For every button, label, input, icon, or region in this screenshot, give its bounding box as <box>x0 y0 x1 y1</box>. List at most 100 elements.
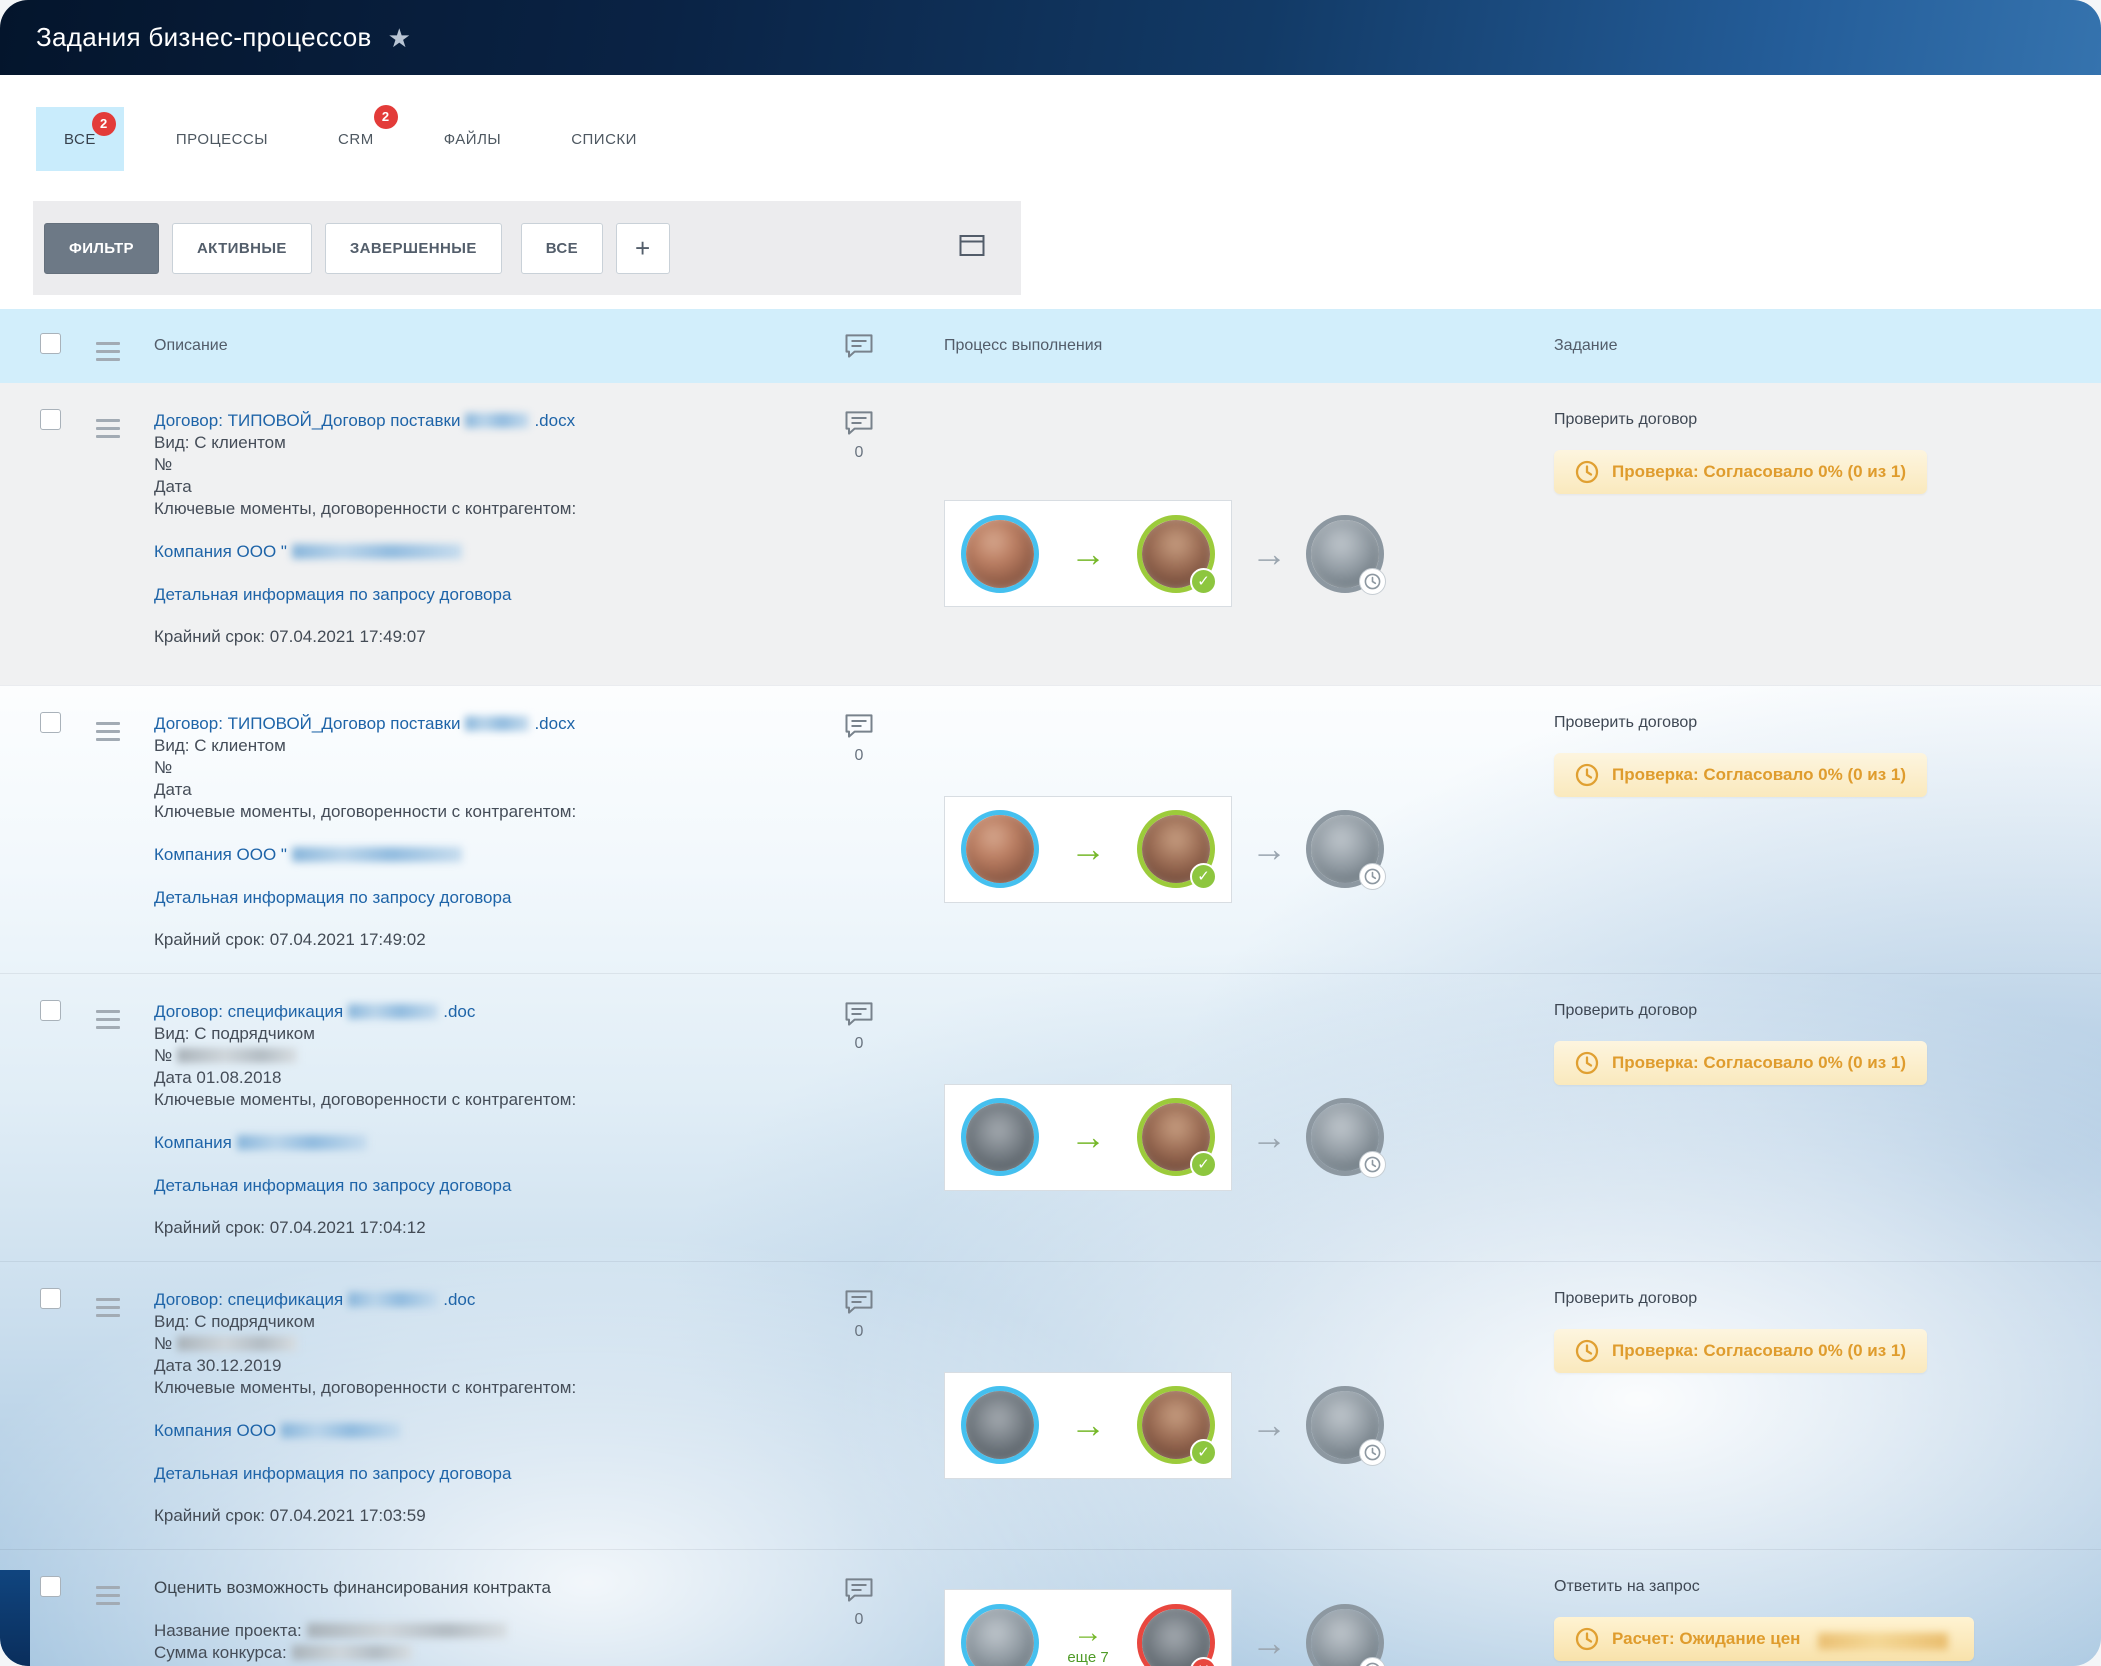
deadline: Крайний срок: 07.04.2021 17:04:12 <box>154 1218 814 1238</box>
document-link[interactable]: Договор: ТИПОВОЙ_Договор поставки.docx <box>154 411 575 430</box>
participant-avatar[interactable] <box>1306 810 1384 888</box>
participant-avatar[interactable] <box>961 810 1039 888</box>
company-link[interactable]: Компания ООО " <box>154 845 467 864</box>
participant-avatar[interactable] <box>1306 1386 1384 1464</box>
redacted-text <box>292 847 462 862</box>
contract-kind: Вид: С клиентом <box>154 432 814 454</box>
comments-icon[interactable] <box>844 712 874 740</box>
process-stage-box: → ✓ <box>944 500 1232 607</box>
arrow-icon: → <box>1251 1625 1287 1661</box>
page-title: Задания бизнес-процессов <box>36 22 372 53</box>
participant-avatar[interactable]: ✓ <box>1137 810 1215 888</box>
redacted-text <box>307 1623 507 1638</box>
waiting-clock-icon <box>1359 568 1386 595</box>
tab-files[interactable]: ФАЙЛЫ <box>438 107 507 171</box>
arrow-icon: → <box>1070 1119 1106 1155</box>
row-menu-icon[interactable] <box>96 1295 120 1317</box>
process-stage-box: → ✓ <box>944 796 1232 903</box>
participant-avatar[interactable]: ✓ <box>1137 515 1215 593</box>
participant-avatar[interactable]: ✓ <box>1137 1098 1215 1176</box>
tab-crm-count-badge: 2 <box>374 105 398 129</box>
task-title: Проверить договор <box>1554 411 2061 429</box>
row-checkbox[interactable] <box>40 409 61 430</box>
comments-column-icon <box>844 332 874 360</box>
select-all-checkbox[interactable] <box>40 333 61 354</box>
row-menu-icon[interactable] <box>96 1007 120 1029</box>
process-stage-box: → ✓ <box>944 1372 1232 1479</box>
clock-icon <box>1575 1339 1599 1363</box>
add-filter-button[interactable]: + <box>616 223 670 274</box>
view-settings-icon[interactable] <box>959 234 985 263</box>
active-filter-button[interactable]: АКТИВНЫЕ <box>172 223 312 274</box>
participant-avatar[interactable]: ✓ <box>1137 1386 1215 1464</box>
document-title-line: Договор: ТИПОВОЙ_Договор поставки.docx <box>154 713 814 735</box>
task-title: Проверить договор <box>1554 1002 2061 1020</box>
approved-check-icon: ✓ <box>1190 863 1217 890</box>
key-points: Ключевые моменты, договоренности с контр… <box>154 1377 814 1399</box>
task-status-badge: Проверка: Согласовало 0% (0 из 1) <box>1554 450 1927 494</box>
document-link[interactable]: Договор: спецификация.doc <box>154 1002 475 1021</box>
tab-processes[interactable]: ПРОЦЕССЫ <box>170 107 274 171</box>
favorite-star-icon[interactable]: ★ <box>388 25 411 51</box>
header-menu-icon[interactable] <box>96 342 120 361</box>
row-menu-icon[interactable] <box>96 416 120 438</box>
tab-crm-label: CRM <box>338 131 374 148</box>
details-link[interactable]: Детальная информация по запросу договора <box>154 1464 511 1483</box>
redacted-text <box>348 1292 438 1307</box>
document-title-line: Договор: ТИПОВОЙ_Договор поставки.docx <box>154 410 814 432</box>
participant-avatar[interactable] <box>961 1098 1039 1176</box>
task-status-badge: Расчет: Ожидание цен <box>1554 1617 1974 1661</box>
details-link[interactable]: Детальная информация по запросу договора <box>154 1176 511 1195</box>
company-link[interactable]: Компания ООО <box>154 1421 406 1440</box>
row-checkbox[interactable] <box>40 1288 61 1309</box>
participant-avatar[interactable] <box>961 1386 1039 1464</box>
arrow-icon: → <box>1070 536 1106 572</box>
completed-filter-button[interactable]: ЗАВЕРШЕННЫЕ <box>325 223 502 274</box>
comments-icon[interactable] <box>844 1288 874 1316</box>
tab-lists[interactable]: СПИСКИ <box>565 107 643 171</box>
comments-count: 0 <box>855 444 864 462</box>
row-checkbox[interactable] <box>40 712 61 733</box>
details-link[interactable]: Детальная информация по запросу договора <box>154 585 511 604</box>
row-menu-icon[interactable] <box>96 1583 120 1605</box>
more-participants-link[interactable]: еще 7 <box>1067 1649 1108 1666</box>
comments-count: 0 <box>855 747 864 765</box>
participant-avatar[interactable] <box>1306 1098 1384 1176</box>
contract-kind: Вид: С подрядчиком <box>154 1023 814 1045</box>
contract-kind: Вид: С подрядчиком <box>154 1311 814 1333</box>
table-header: Описание Процесс выполнения Задание <box>0 309 2101 383</box>
participant-avatar[interactable] <box>961 515 1039 593</box>
tab-crm[interactable]: CRM 2 <box>332 107 380 171</box>
all-filter-button[interactable]: ВСЕ <box>521 223 603 274</box>
participant-avatar[interactable] <box>1306 1604 1384 1666</box>
comments-icon[interactable] <box>844 1000 874 1028</box>
project-name-line: Название проекта: <box>154 1620 814 1642</box>
arrow-icon: → <box>1251 1407 1287 1443</box>
key-points: Ключевые моменты, договоренности с контр… <box>154 498 814 520</box>
contract-number: № <box>154 1333 814 1355</box>
filter-button[interactable]: ФИЛЬТР <box>44 223 159 274</box>
deadline: Крайний срок: 07.04.2021 17:49:07 <box>154 627 814 647</box>
company-link[interactable]: Компания <box>154 1133 372 1152</box>
participant-avatar[interactable]: ✕ <box>1137 1604 1215 1666</box>
row-checkbox[interactable] <box>40 1000 61 1021</box>
redacted-text <box>292 544 462 559</box>
deadline: Крайний срок: 07.04.2021 17:03:59 <box>154 1506 814 1526</box>
waiting-clock-icon <box>1359 1439 1386 1466</box>
row-menu-icon[interactable] <box>96 719 120 741</box>
clock-icon <box>1575 460 1599 484</box>
comments-icon[interactable] <box>844 1576 874 1604</box>
details-link[interactable]: Детальная информация по запросу договора <box>154 888 511 907</box>
comments-icon[interactable] <box>844 409 874 437</box>
key-points: Ключевые моменты, договоренности с контр… <box>154 1089 814 1111</box>
participant-avatar[interactable] <box>1306 515 1384 593</box>
row-checkbox[interactable] <box>40 1576 61 1597</box>
document-title-line: Договор: спецификация.doc <box>154 1001 814 1023</box>
task-status-text: Расчет: Ожидание цен <box>1612 1629 1800 1649</box>
document-link[interactable]: Договор: спецификация.doc <box>154 1290 475 1309</box>
document-link[interactable]: Договор: ТИПОВОЙ_Договор поставки.docx <box>154 714 575 733</box>
redacted-text <box>177 1048 297 1063</box>
participant-avatar[interactable] <box>961 1604 1039 1666</box>
company-link[interactable]: Компания ООО " <box>154 542 467 561</box>
tab-all[interactable]: ВСЕ 2 <box>36 107 124 171</box>
